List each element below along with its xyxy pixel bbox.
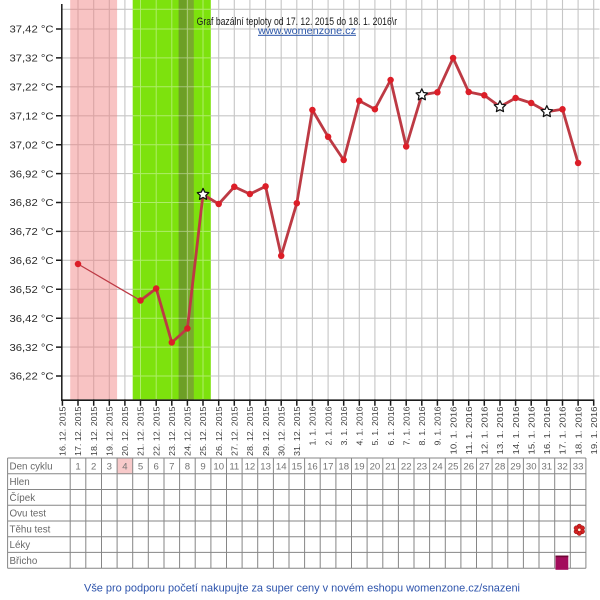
svg-text:37,22 °C: 37,22 °C <box>10 82 54 94</box>
svg-text:16: 16 <box>307 462 318 473</box>
svg-text:30. 12. 2015: 30. 12. 2015 <box>276 406 286 456</box>
svg-text:Graf bazální teploty od 17. 12: Graf bazální teploty od 17. 12. 2015 do … <box>197 16 398 28</box>
svg-text:6: 6 <box>154 462 159 473</box>
svg-text:7: 7 <box>169 462 174 473</box>
svg-text:10: 10 <box>213 462 224 473</box>
svg-text:18. 1. 2016: 18. 1. 2016 <box>573 406 583 454</box>
svg-text:36,32 °C: 36,32 °C <box>10 342 54 354</box>
svg-text:16. 12. 2015: 16. 12. 2015 <box>58 406 68 456</box>
svg-text:12. 1. 2016: 12. 1. 2016 <box>480 406 490 454</box>
svg-text:23. 12. 2015: 23. 12. 2015 <box>167 406 177 456</box>
svg-text:8. 1. 2016: 8. 1. 2016 <box>417 406 427 445</box>
svg-text:22. 12. 2015: 22. 12. 2015 <box>151 406 161 456</box>
svg-text:36,52 °C: 36,52 °C <box>10 284 54 296</box>
svg-text:36,22 °C: 36,22 °C <box>10 371 54 383</box>
svg-text:27. 12. 2015: 27. 12. 2015 <box>230 406 240 456</box>
svg-text:36,72 °C: 36,72 °C <box>10 226 54 238</box>
svg-text:Čípek: Čípek <box>10 493 36 504</box>
svg-text:11: 11 <box>229 462 239 473</box>
svg-text:1. 1. 2016: 1. 1. 2016 <box>308 406 318 445</box>
svg-text:27: 27 <box>479 462 490 473</box>
svg-text:2: 2 <box>91 462 96 473</box>
svg-text:32: 32 <box>557 462 568 473</box>
svg-text:17: 17 <box>323 462 334 473</box>
svg-text:25: 25 <box>448 462 459 473</box>
svg-text:11. 1. 2016: 11. 1. 2016 <box>464 406 474 454</box>
svg-text:21. 12. 2015: 21. 12. 2015 <box>136 406 146 456</box>
svg-text:37,32 °C: 37,32 °C <box>10 53 54 65</box>
svg-text:14: 14 <box>276 462 287 473</box>
svg-text:21: 21 <box>385 462 396 473</box>
svg-text:2. 1. 2016: 2. 1. 2016 <box>323 406 333 445</box>
svg-text:9: 9 <box>200 462 205 473</box>
svg-text:Den cyklu: Den cyklu <box>10 462 53 473</box>
svg-text:18. 12. 2015: 18. 12. 2015 <box>89 406 99 456</box>
svg-text:Břicho: Břicho <box>10 556 38 567</box>
svg-text:1: 1 <box>75 462 80 473</box>
svg-text:31. 12. 2015: 31. 12. 2015 <box>292 406 302 456</box>
svg-text:31: 31 <box>541 462 552 473</box>
svg-text:22: 22 <box>401 462 412 473</box>
svg-text:12: 12 <box>245 462 256 473</box>
svg-text:36,62 °C: 36,62 °C <box>10 255 54 267</box>
svg-text:19. 1. 2016: 19. 1. 2016 <box>589 406 599 454</box>
svg-text:37,02 °C: 37,02 °C <box>10 139 54 151</box>
svg-text:5. 1. 2016: 5. 1. 2016 <box>370 406 380 445</box>
svg-text:33: 33 <box>573 462 584 473</box>
svg-text:4. 1. 2016: 4. 1. 2016 <box>355 406 365 445</box>
svg-text:29: 29 <box>510 462 521 473</box>
svg-text:6. 1. 2016: 6. 1. 2016 <box>386 406 396 445</box>
svg-text:26: 26 <box>463 462 474 473</box>
svg-text:17. 1. 2016: 17. 1. 2016 <box>558 406 568 454</box>
svg-text:www.womenzone.cz: www.womenzone.cz <box>257 26 356 37</box>
svg-text:7. 1. 2016: 7. 1. 2016 <box>401 406 411 445</box>
svg-text:20: 20 <box>370 462 381 473</box>
svg-text:19. 12. 2015: 19. 12. 2015 <box>105 406 115 456</box>
svg-text:9. 1. 2016: 9. 1. 2016 <box>433 406 443 445</box>
svg-text:Vše pro podporu početí nakupuj: Vše pro podporu početí nakupujte za supe… <box>84 583 520 595</box>
svg-text:13: 13 <box>260 462 271 473</box>
svg-text:26. 12. 2015: 26. 12. 2015 <box>214 406 224 456</box>
svg-text:Léky: Léky <box>10 540 31 551</box>
svg-text:36,92 °C: 36,92 °C <box>10 168 54 180</box>
svg-text:5: 5 <box>138 462 143 473</box>
svg-text:25. 12. 2015: 25. 12. 2015 <box>198 406 208 456</box>
svg-text:17. 12. 2015: 17. 12. 2015 <box>73 406 83 456</box>
svg-text:36,42 °C: 36,42 °C <box>10 313 54 325</box>
svg-text:3. 1. 2016: 3. 1. 2016 <box>339 406 349 445</box>
svg-text:24. 12. 2015: 24. 12. 2015 <box>183 406 193 456</box>
svg-text:8: 8 <box>185 462 190 473</box>
svg-text:Hlen: Hlen <box>10 477 30 488</box>
svg-text:24: 24 <box>432 462 443 473</box>
svg-text:37,12 °C: 37,12 °C <box>10 111 54 123</box>
svg-text:20. 12. 2015: 20. 12. 2015 <box>120 406 130 456</box>
svg-text:13. 1. 2016: 13. 1. 2016 <box>495 406 505 454</box>
svg-text:29. 12. 2015: 29. 12. 2015 <box>261 406 271 456</box>
svg-text:19: 19 <box>354 462 365 473</box>
svg-text:23: 23 <box>416 462 427 473</box>
svg-text:36,82 °C: 36,82 °C <box>10 197 54 209</box>
svg-text:10. 1. 2016: 10. 1. 2016 <box>448 406 458 454</box>
svg-text:28: 28 <box>495 462 506 473</box>
svg-text:18: 18 <box>338 462 349 473</box>
svg-text:14. 1. 2016: 14. 1. 2016 <box>511 406 521 454</box>
svg-text:30: 30 <box>526 462 537 473</box>
svg-text:28. 12. 2015: 28. 12. 2015 <box>245 406 255 456</box>
svg-text:15. 1. 2016: 15. 1. 2016 <box>526 406 536 454</box>
svg-text:15: 15 <box>291 462 302 473</box>
svg-text:Ovu test: Ovu test <box>10 509 47 520</box>
svg-text:37,42 °C: 37,42 °C <box>10 24 54 36</box>
svg-text:4: 4 <box>122 462 128 473</box>
svg-text:16. 1. 2016: 16. 1. 2016 <box>542 406 552 454</box>
svg-text:Těhu test: Těhu test <box>10 524 51 535</box>
svg-text:3: 3 <box>107 462 112 473</box>
